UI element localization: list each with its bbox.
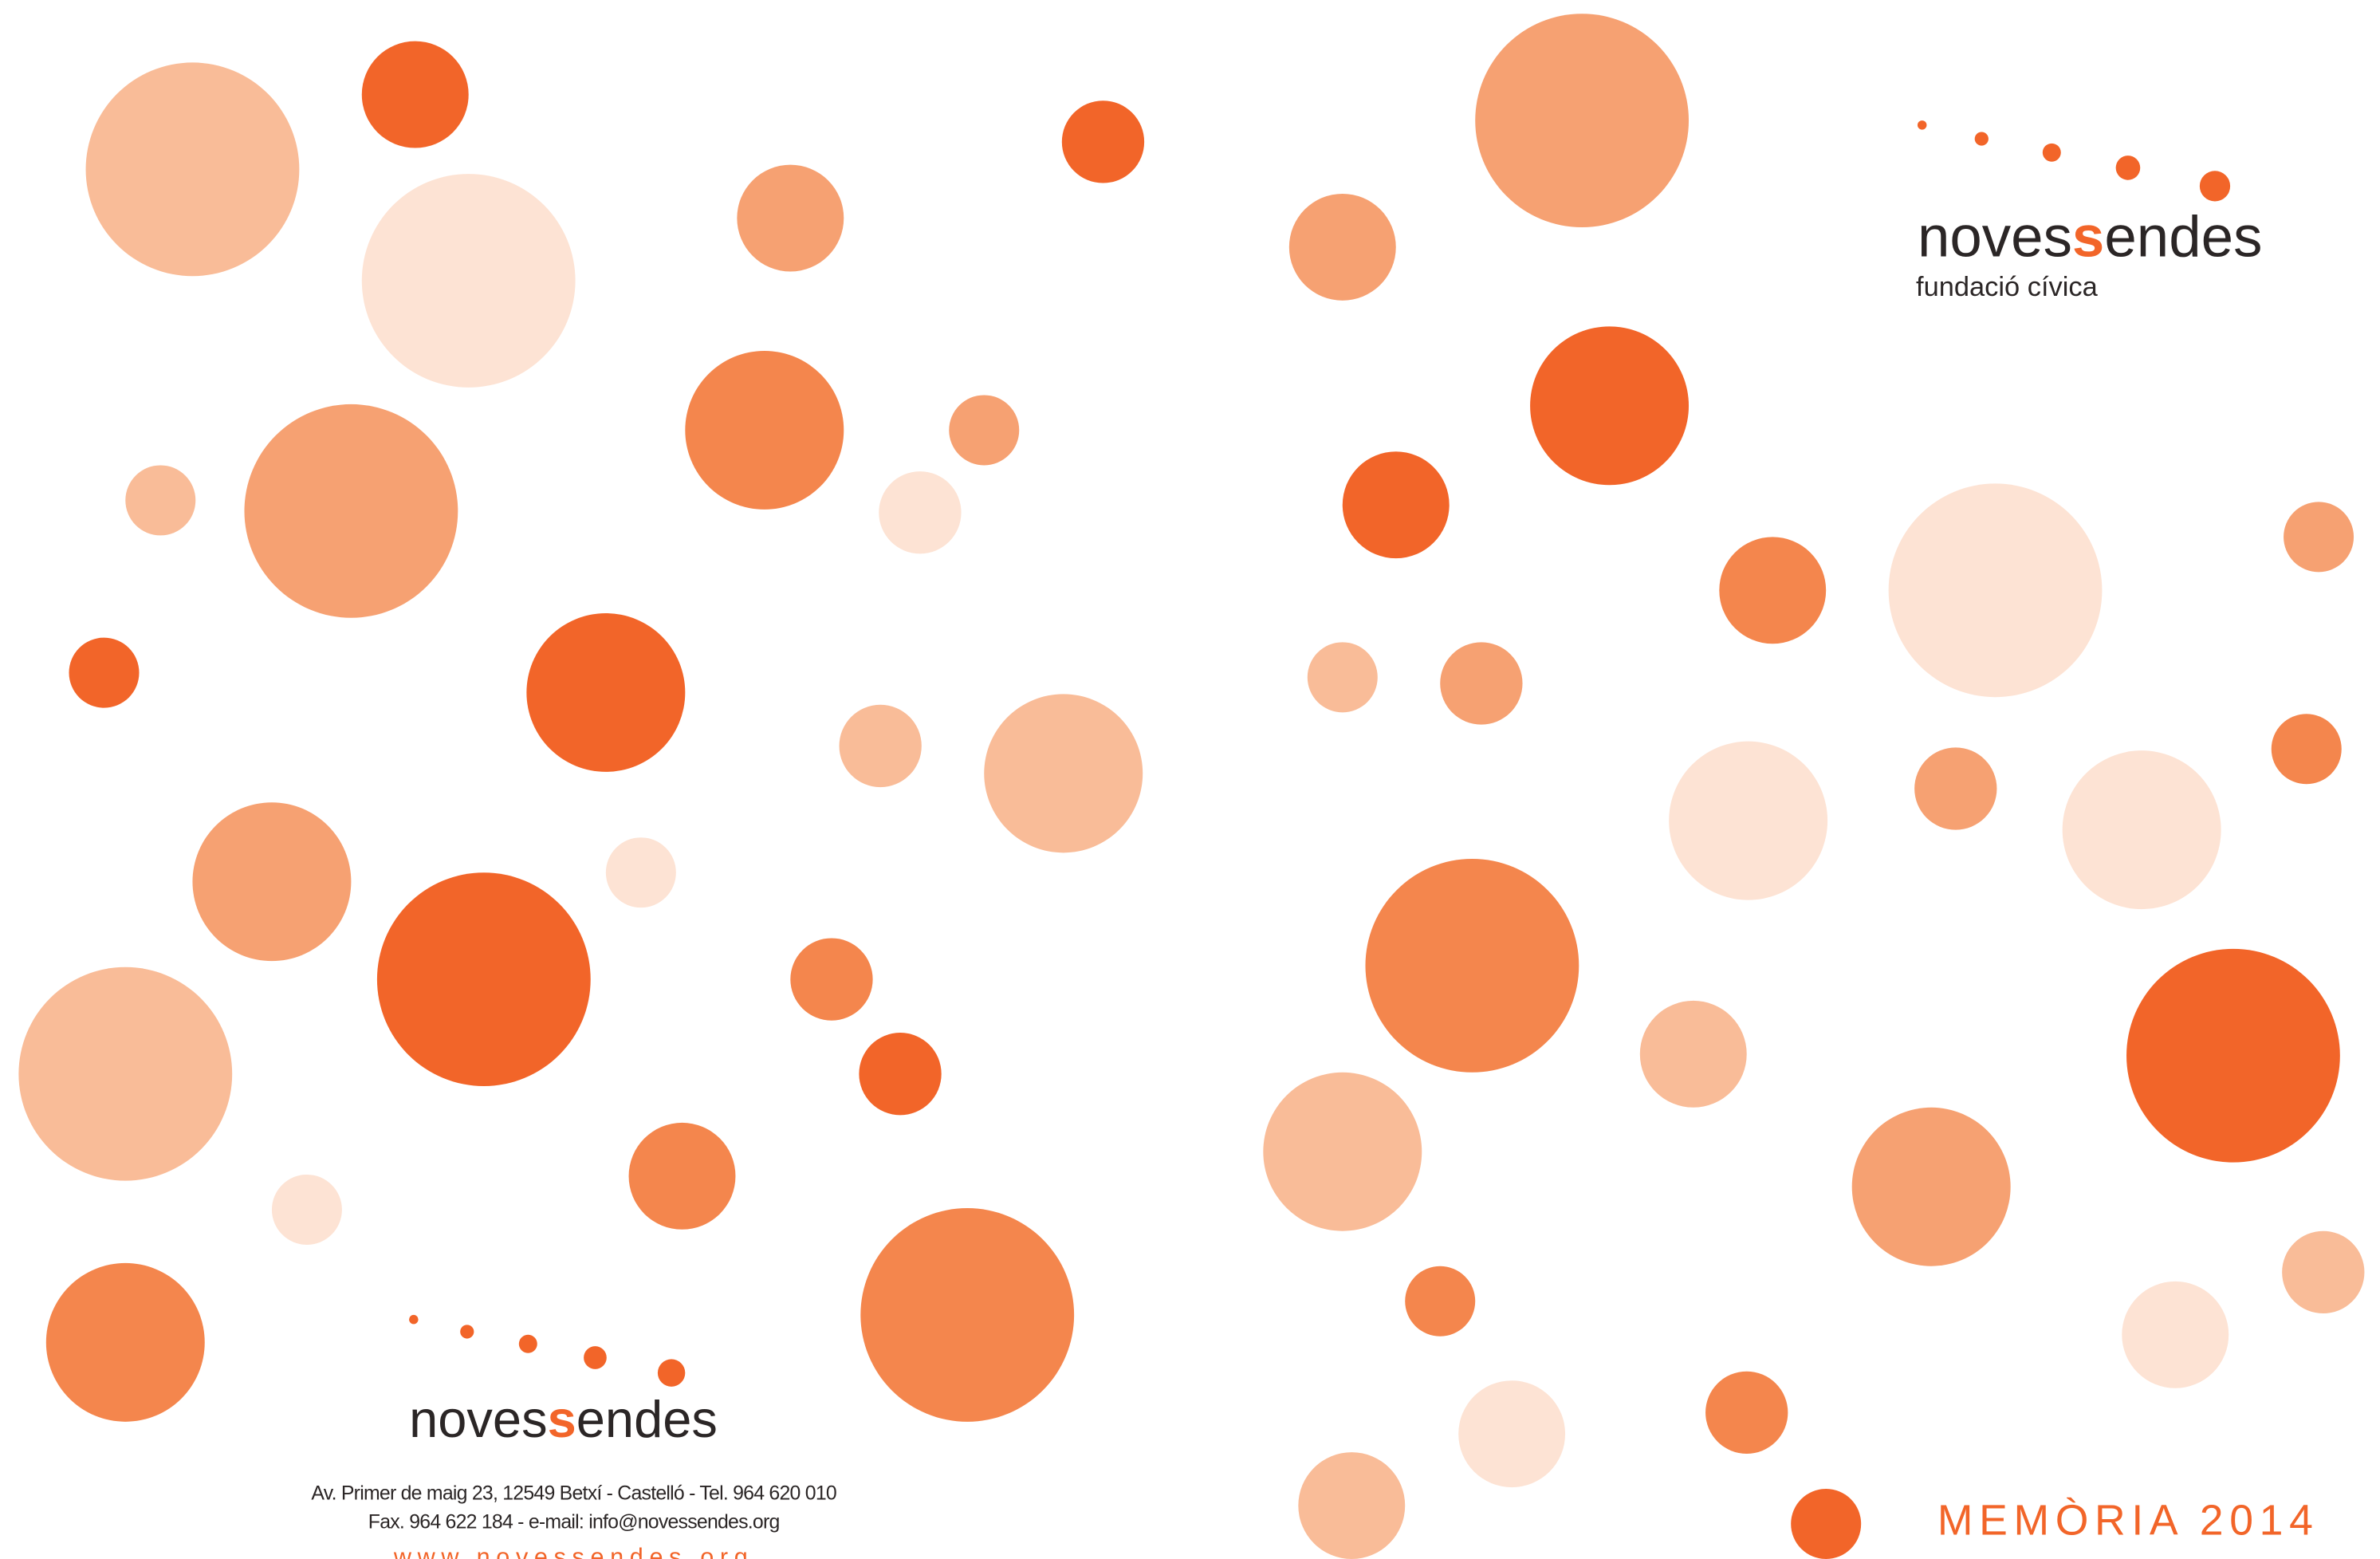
dot <box>362 174 576 388</box>
logo-text: novessendes <box>1918 204 2262 269</box>
dot <box>1298 1452 1405 1559</box>
dot <box>1530 326 1689 485</box>
dot <box>860 1208 1074 1422</box>
dot <box>629 1123 736 1230</box>
dot <box>69 638 140 708</box>
dot <box>46 1263 205 1422</box>
dot <box>859 1033 941 1115</box>
dot <box>1405 1266 1475 1337</box>
tagline: fundació cívica <box>1916 272 2099 302</box>
dot <box>1791 1489 1861 1559</box>
dot <box>2063 750 2221 909</box>
logo-part: noves <box>1918 204 2072 269</box>
dot <box>2116 156 2141 180</box>
dot <box>1343 451 1450 558</box>
dot <box>1640 1001 1747 1108</box>
dot <box>1365 859 1579 1073</box>
dot <box>737 165 844 272</box>
dot <box>879 471 961 553</box>
logo-text: novessendes <box>409 1390 718 1448</box>
dot <box>984 694 1143 852</box>
dot <box>409 1315 418 1324</box>
dot <box>86 62 300 276</box>
cover: novessendes fundació cívica MEMÒRIA 2014… <box>0 0 2380 1559</box>
dot <box>1889 483 2103 697</box>
dot <box>1669 742 1827 900</box>
dot <box>685 351 844 510</box>
logo-part: s <box>548 1390 576 1448</box>
dot <box>2126 949 2340 1163</box>
dot <box>18 967 232 1181</box>
dot <box>460 1325 474 1338</box>
dot <box>584 1346 607 1369</box>
dot <box>377 872 591 1086</box>
dot <box>1852 1108 2011 1266</box>
address-line: Fax. 964 622 184 - e-mail: info@novessen… <box>368 1511 780 1533</box>
dot <box>1975 132 1989 145</box>
dot <box>272 1175 342 1245</box>
dot <box>1440 642 1522 724</box>
logo-part: noves <box>409 1390 548 1448</box>
dot <box>606 837 676 907</box>
dot <box>1308 642 1378 712</box>
logo-part: endes <box>2104 204 2262 269</box>
page: novessendes fundació cívica MEMÒRIA 2014… <box>0 0 2380 1559</box>
dot <box>519 1335 537 1353</box>
dot <box>362 41 469 148</box>
dot <box>2282 1231 2364 1313</box>
website[interactable]: www.novessendes.org <box>393 1544 753 1559</box>
dot <box>526 613 685 772</box>
dot <box>192 802 351 961</box>
dot <box>1475 14 1689 227</box>
dot <box>658 1359 685 1386</box>
dot <box>1918 120 1926 129</box>
dot <box>840 705 922 787</box>
title: MEMÒRIA 2014 <box>1937 1497 2319 1544</box>
dot <box>1719 537 1826 644</box>
dot <box>2272 714 2342 784</box>
dot <box>2122 1281 2229 1388</box>
dot <box>2284 502 2354 572</box>
dot <box>1263 1073 1422 1231</box>
dot <box>1289 194 1396 301</box>
logo-part: s <box>2072 204 2104 269</box>
dot <box>244 404 458 618</box>
dot <box>790 938 872 1020</box>
dot <box>2200 171 2230 201</box>
dot <box>1914 747 1996 829</box>
dot <box>949 395 1019 465</box>
dot <box>125 465 195 535</box>
dot <box>2043 144 2061 162</box>
address-line: Av. Primer de maig 23, 12549 Betxí - Cas… <box>311 1482 836 1504</box>
dot <box>1705 1372 1788 1454</box>
logo-part: endes <box>576 1390 718 1448</box>
dot <box>1062 100 1144 183</box>
dot <box>1458 1380 1565 1487</box>
